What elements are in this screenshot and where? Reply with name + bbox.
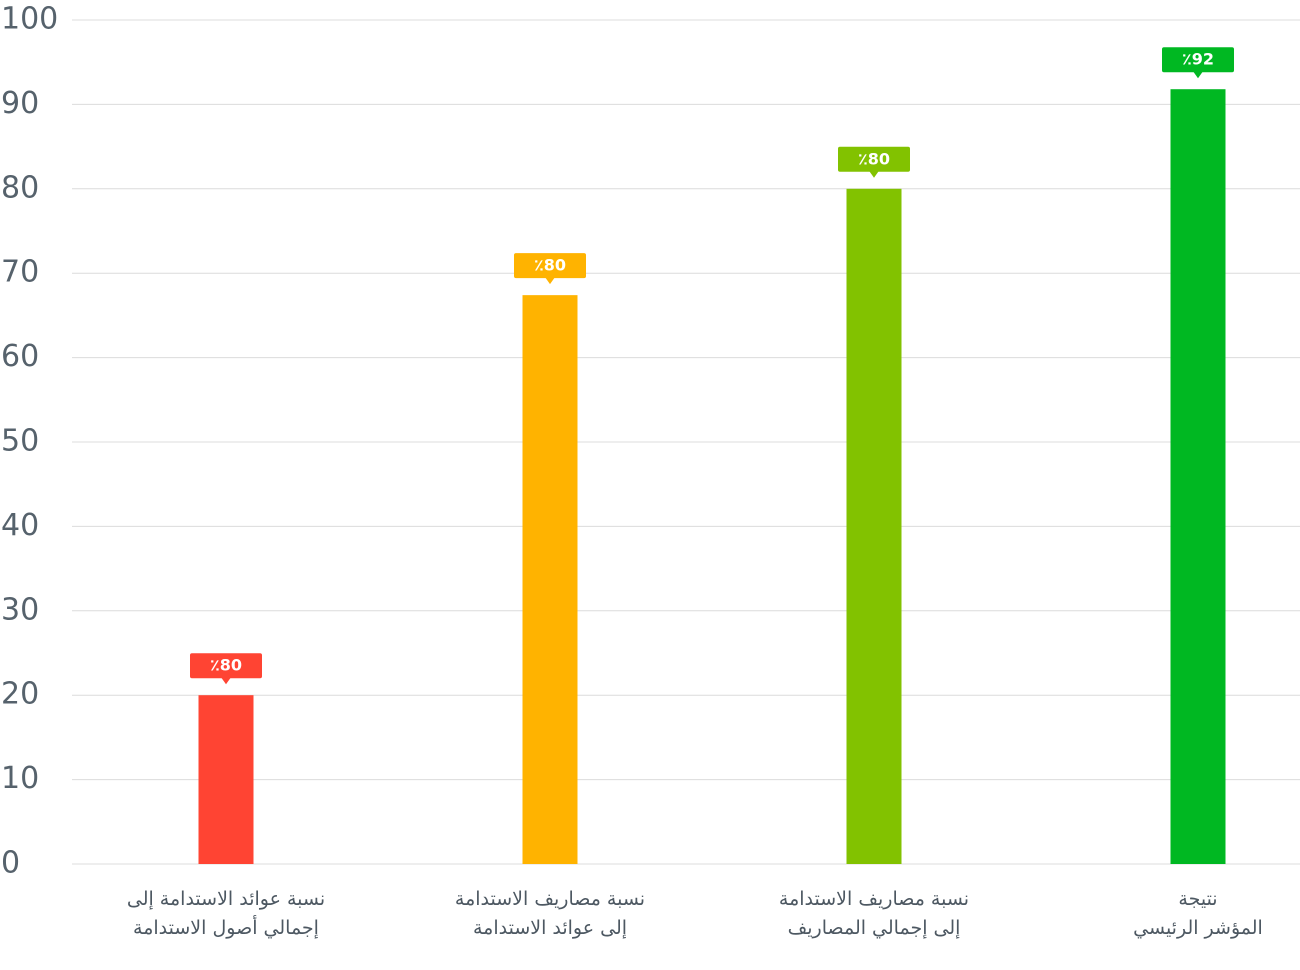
badge xyxy=(190,653,262,679)
y-tick-label: 0 xyxy=(1,846,20,881)
y-tick-label: 100 xyxy=(1,2,58,37)
x-tick-label: نسبة مصاريف الاستدامة إلى إجمالي المصاري… xyxy=(778,888,970,939)
badge-label: ٪92 xyxy=(1182,50,1214,69)
badge-pointer xyxy=(545,277,555,285)
y-tick-label: 70 xyxy=(1,255,39,290)
badge-label: ٪80 xyxy=(534,256,566,275)
y-tick-label: 10 xyxy=(1,761,39,796)
bar xyxy=(1170,89,1226,864)
badge-pointer xyxy=(869,170,879,178)
x-tick-label: نتيجة المؤشر الرئيسي xyxy=(1133,888,1263,939)
y-tick-label: 60 xyxy=(1,339,39,374)
y-tick-label: 40 xyxy=(1,508,39,543)
bar xyxy=(846,188,902,865)
y-tick-label: 80 xyxy=(1,170,39,205)
y-tick-label: 20 xyxy=(1,677,39,712)
badge xyxy=(838,146,910,172)
y-tick-label: 30 xyxy=(1,592,39,627)
bar xyxy=(522,295,578,864)
x-tick-label: نسبة مصاريف الاستدامة إلى عوائد الاستدام… xyxy=(454,888,646,939)
badge xyxy=(514,253,586,279)
badge-pointer xyxy=(1193,71,1203,79)
y-tick-label: 50 xyxy=(1,424,39,459)
badge-label: ٪80 xyxy=(858,149,890,168)
y-tick-label: 90 xyxy=(1,86,39,121)
badge-label: ٪80 xyxy=(210,656,242,675)
badge xyxy=(1162,47,1234,73)
badge-pointer xyxy=(221,677,231,685)
bar xyxy=(198,695,254,864)
x-tick-label: نسبة عوائد الاستدامة إلى إجمالي أصول الا… xyxy=(126,888,326,939)
